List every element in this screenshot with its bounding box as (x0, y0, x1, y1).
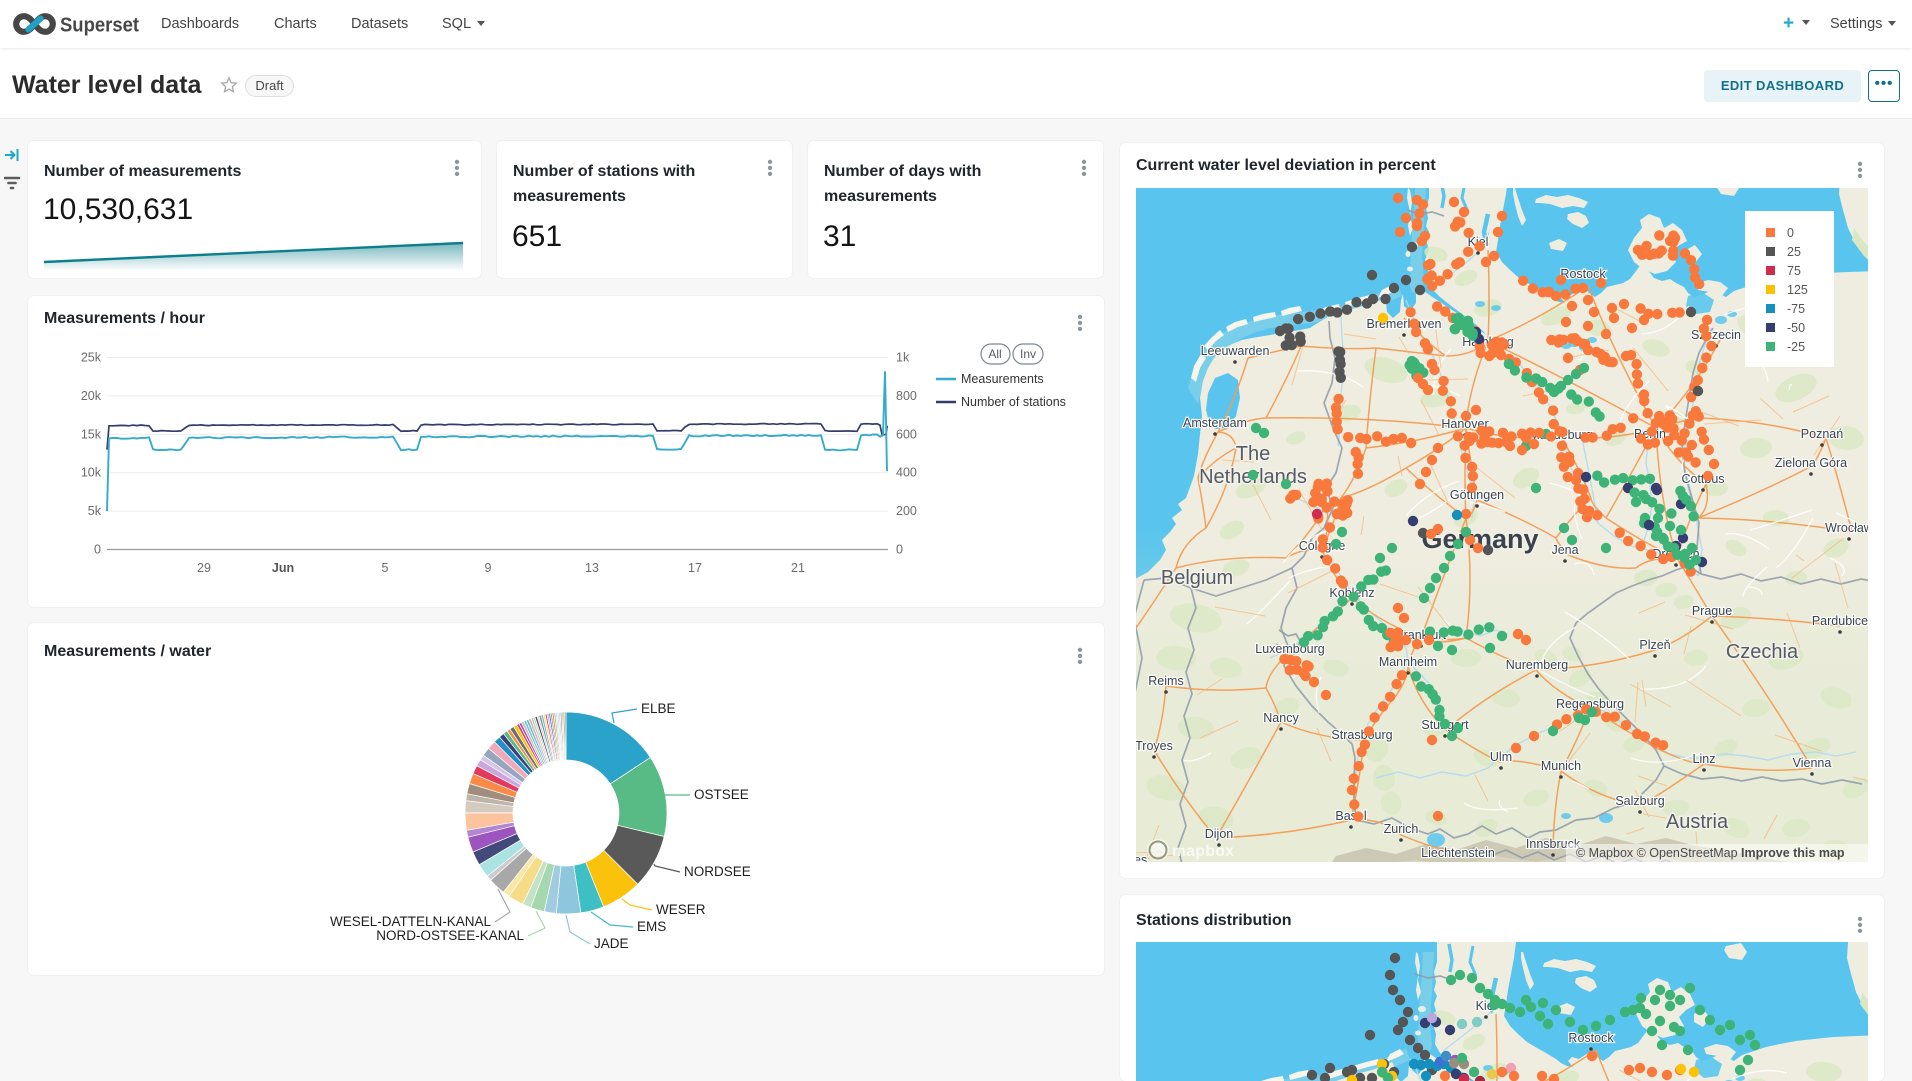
svg-text:20k: 20k (81, 389, 102, 403)
svg-text:Pardubice: Pardubice (1812, 614, 1868, 628)
svg-text:Jun: Jun (272, 561, 294, 575)
svg-text:Troyes: Troyes (1136, 739, 1173, 753)
svg-text:1k: 1k (896, 351, 910, 365)
svg-text:75: 75 (1787, 264, 1801, 278)
svg-text:29: 29 (197, 561, 211, 575)
svg-text:Rostock: Rostock (1560, 267, 1606, 281)
svg-text:Cottbus: Cottbus (1681, 472, 1724, 486)
svg-text:NORDSEE: NORDSEE (684, 864, 751, 879)
svg-text:Jena: Jena (1551, 543, 1578, 557)
svg-text:-25: -25 (1787, 340, 1805, 354)
svg-text:25: 25 (1787, 245, 1801, 259)
svg-text:Linz: Linz (1693, 752, 1716, 766)
svg-text:Wrocław: Wrocław (1825, 521, 1868, 535)
svg-text:All: All (988, 347, 1001, 361)
svg-text:5: 5 (382, 561, 389, 575)
svg-text:-50: -50 (1787, 321, 1805, 335)
svg-text:Zurich: Zurich (1384, 822, 1419, 836)
svg-text:Plzeň: Plzeň (1639, 638, 1670, 652)
svg-text:The: The (1236, 443, 1270, 465)
svg-text:Munich: Munich (1541, 759, 1581, 773)
svg-text:Szczecin: Szczecin (1691, 328, 1741, 342)
svg-text:600: 600 (896, 427, 917, 441)
svg-text:15k: 15k (81, 427, 102, 441)
svg-text:Amsterdam: Amsterdam (1183, 416, 1247, 430)
svg-text:Rostock: Rostock (1568, 1031, 1614, 1045)
svg-text:9: 9 (485, 561, 492, 575)
svg-text:Ulm: Ulm (1490, 750, 1512, 764)
svg-text:Zielona Góra: Zielona Góra (1775, 456, 1847, 470)
svg-text:Belgium: Belgium (1161, 567, 1233, 589)
svg-text:-75: -75 (1787, 302, 1805, 316)
svg-text:Leeuwarden: Leeuwarden (1201, 344, 1270, 358)
svg-text:WESER: WESER (656, 902, 706, 917)
svg-text:Mannheim: Mannheim (1379, 655, 1437, 669)
svg-text:OSTSEE: OSTSEE (694, 787, 749, 802)
svg-text:Austria: Austria (1666, 811, 1729, 833)
svg-text:JADE: JADE (594, 936, 629, 951)
svg-text:125: 125 (1787, 283, 1808, 297)
svg-text:© Mapbox © OpenStreetMap Impro: © Mapbox © OpenStreetMap Improve this ma… (1576, 846, 1845, 860)
svg-text:Strasbourg: Strasbourg (1331, 728, 1392, 742)
svg-text:200: 200 (896, 504, 917, 518)
svg-text:25k: 25k (81, 351, 102, 365)
svg-text:10k: 10k (81, 466, 102, 480)
svg-text:Dijon: Dijon (1205, 827, 1234, 841)
svg-text:Bremerhaven: Bremerhaven (1366, 317, 1441, 331)
svg-text:NORD-OSTSEE-KANAL: NORD-OSTSEE-KANAL (376, 928, 524, 943)
svg-text:Luxembourg: Luxembourg (1255, 642, 1325, 656)
svg-text:400: 400 (896, 466, 917, 480)
svg-text:Nancy: Nancy (1263, 711, 1299, 725)
svg-text:0: 0 (1787, 226, 1794, 240)
svg-text:0: 0 (94, 543, 101, 557)
svg-text:Poznań: Poznań (1801, 427, 1843, 441)
svg-text:Vienna: Vienna (1793, 756, 1832, 770)
svg-text:Prague: Prague (1692, 604, 1732, 618)
svg-text:800: 800 (896, 389, 917, 403)
svg-text:Nuremberg: Nuremberg (1506, 658, 1569, 672)
svg-text:5k: 5k (88, 504, 102, 518)
svg-text:21: 21 (791, 561, 805, 575)
svg-text:ELBE: ELBE (641, 701, 676, 716)
svg-text:Inv: Inv (1020, 347, 1036, 361)
svg-text:Measurements: Measurements (961, 372, 1044, 386)
svg-text:EMS: EMS (637, 919, 666, 934)
svg-text:Liechtenstein: Liechtenstein (1421, 846, 1495, 860)
svg-text:13: 13 (585, 561, 599, 575)
svg-text:0: 0 (896, 543, 903, 557)
svg-text:Göttingen: Göttingen (1450, 488, 1504, 502)
svg-text:es: es (1136, 853, 1147, 862)
svg-text:Salzburg: Salzburg (1615, 794, 1664, 808)
svg-text:Regensburg: Regensburg (1556, 697, 1624, 711)
svg-text:17: 17 (688, 561, 702, 575)
svg-text:WESEL-DATTELN-KANAL: WESEL-DATTELN-KANAL (330, 914, 492, 929)
svg-text:Number of stations: Number of stations (961, 395, 1066, 409)
svg-text:Reims: Reims (1148, 674, 1183, 688)
svg-text:mapbox: mapbox (1172, 843, 1234, 860)
svg-text:Superset: Superset (60, 15, 139, 37)
svg-text:Czechia: Czechia (1726, 641, 1799, 663)
